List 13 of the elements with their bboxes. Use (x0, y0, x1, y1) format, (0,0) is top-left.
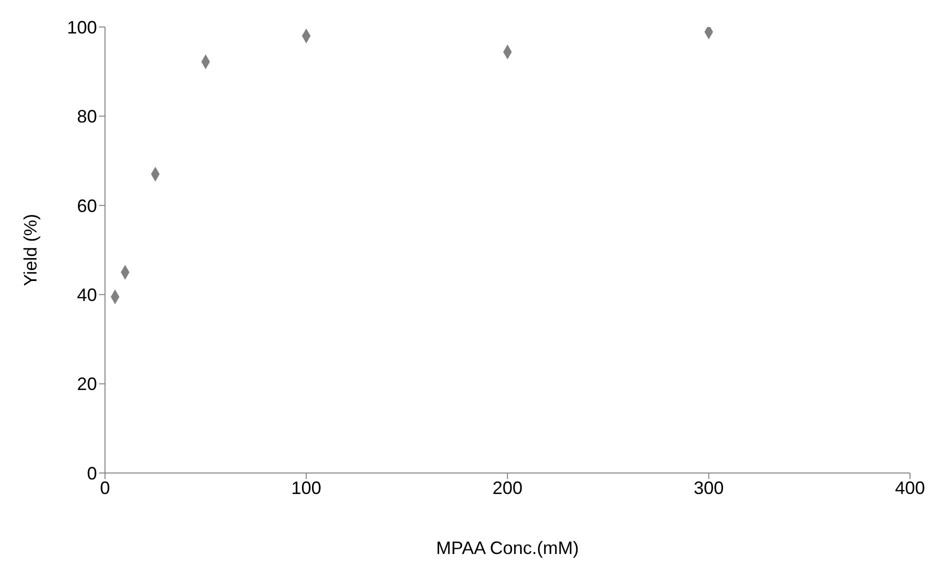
x-tick-label: 200 (492, 478, 523, 498)
x-tick-label: 0 (100, 478, 110, 498)
x-tick-label: 400 (894, 478, 926, 498)
x-tick-label: 300 (694, 478, 724, 498)
y-tick-label: 100 (66, 17, 97, 38)
x-tick-label: 100 (291, 478, 322, 498)
y-tick-label: 80 (76, 106, 97, 127)
x-axis-title: MPAA Conc.(mM) (436, 538, 579, 558)
y-tick-label: 20 (76, 374, 97, 394)
y-axis-title: Yield (%) (20, 214, 40, 286)
y-tick-label: 0 (86, 463, 97, 484)
y-tick-label: 60 (76, 196, 97, 216)
y-tick-label: 40 (76, 284, 97, 305)
